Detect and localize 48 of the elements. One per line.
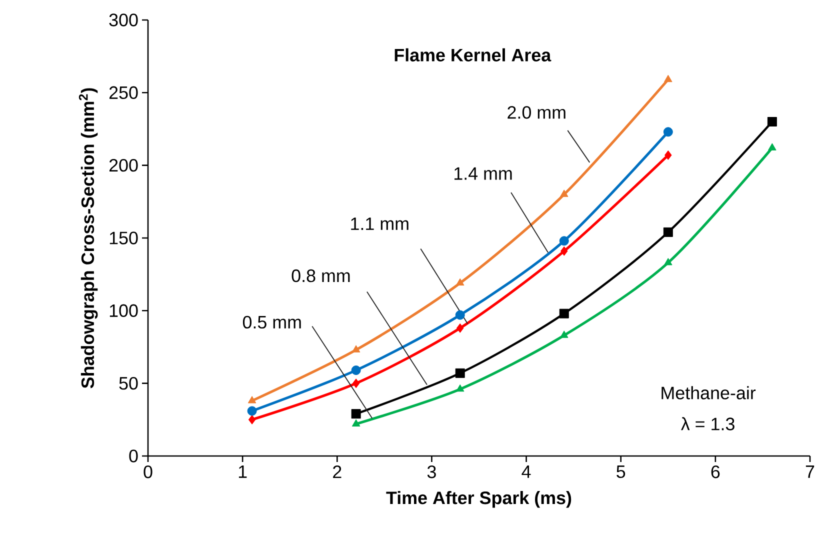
annotation: 0.5 mm [242, 316, 301, 329]
x-tick-label: 6 [711, 466, 720, 478]
point [559, 308, 569, 318]
point [455, 368, 465, 378]
point [664, 258, 672, 266]
y-tick-label: 0 [129, 450, 138, 462]
y-tick-label: 200 [109, 158, 138, 172]
y-tick-label: 150 [110, 232, 138, 244]
point [351, 366, 361, 376]
annotation: Methane-air [662, 386, 756, 400]
x-axis-title: Time After Spark (ms) [386, 491, 572, 508]
point [768, 143, 776, 150]
point [248, 396, 256, 404]
point [559, 236, 569, 246]
point [560, 246, 568, 256]
annotation: 2.0 mm [508, 106, 566, 119]
point [767, 116, 777, 126]
point [352, 419, 360, 427]
x-tick-label: 3 [427, 466, 436, 478]
point [456, 323, 464, 333]
annotation: 1.4 mm [454, 167, 512, 180]
point [456, 278, 464, 286]
point [560, 190, 568, 197]
point [663, 127, 673, 137]
annotation: λ = 1.3 [681, 417, 734, 430]
point [351, 409, 361, 419]
x-tick-label: 2 [333, 466, 342, 478]
y-tick-label: 100 [110, 304, 138, 318]
point [664, 74, 672, 82]
point [455, 310, 465, 320]
annotation: 0.8 mm [292, 269, 350, 282]
y-tick-label: 300 [109, 14, 138, 26]
point [664, 150, 672, 160]
x-tick-label: 0 [144, 466, 152, 478]
point [248, 414, 256, 424]
annotation: 1.1 mm [351, 218, 408, 230]
point [247, 406, 257, 416]
y-axis-title: Shadowgraph Cross-Section (mm$^{2}$) [78, 88, 98, 388]
point [663, 227, 673, 237]
x-tick-label: 7 [806, 466, 814, 478]
point [352, 378, 360, 388]
x-tick-label: 1 [238, 466, 247, 478]
y-tick-label: 50 [119, 376, 138, 390]
point [456, 384, 464, 392]
x-tick-label: 5 [616, 466, 626, 478]
text: Flame Kernel Area [394, 48, 552, 62]
y-tick-label: 250 [109, 86, 138, 100]
x-tick-label: 4 [522, 466, 531, 478]
